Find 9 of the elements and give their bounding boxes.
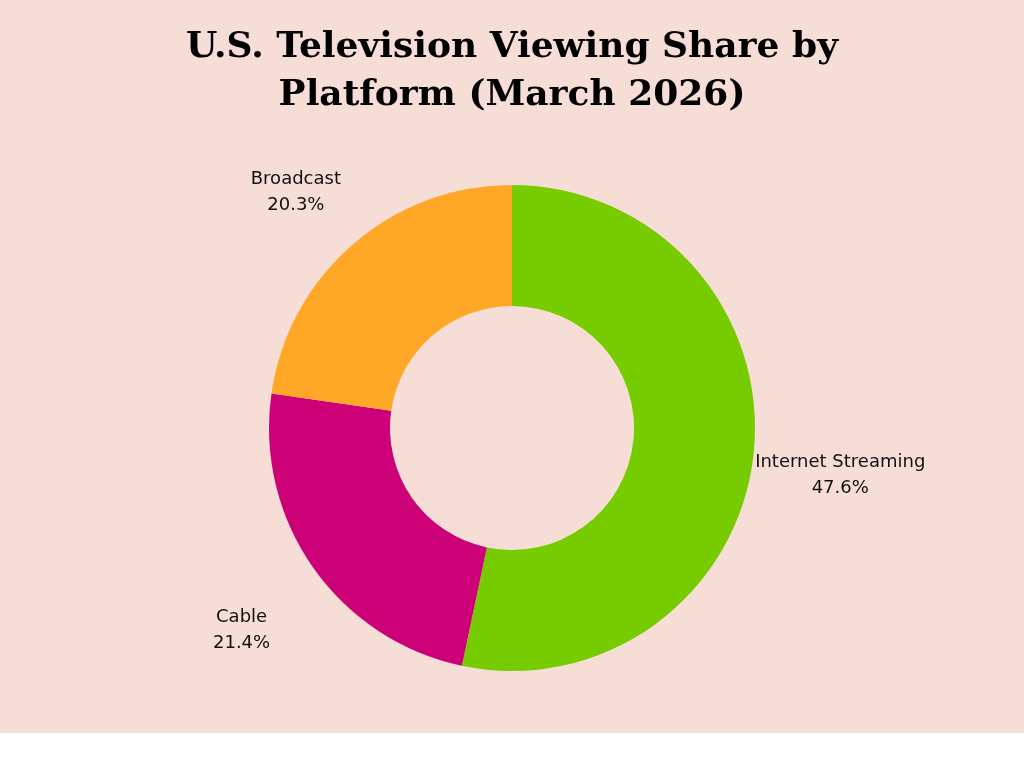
- slice-label: Broadcast: [250, 166, 341, 188]
- slice-label: Internet Streaming: [755, 450, 926, 472]
- chart-title: U.S. Television Viewing Share by Platform (March 2026): [185, 23, 840, 113]
- donut-slice: [461, 185, 755, 671]
- data-label: 20.3%: [267, 192, 325, 214]
- slice-label: Cable: [216, 605, 268, 627]
- donut-slice: [269, 393, 487, 666]
- data-label: 21.4%: [212, 631, 271, 653]
- data-label: 47.6%: [811, 476, 869, 498]
